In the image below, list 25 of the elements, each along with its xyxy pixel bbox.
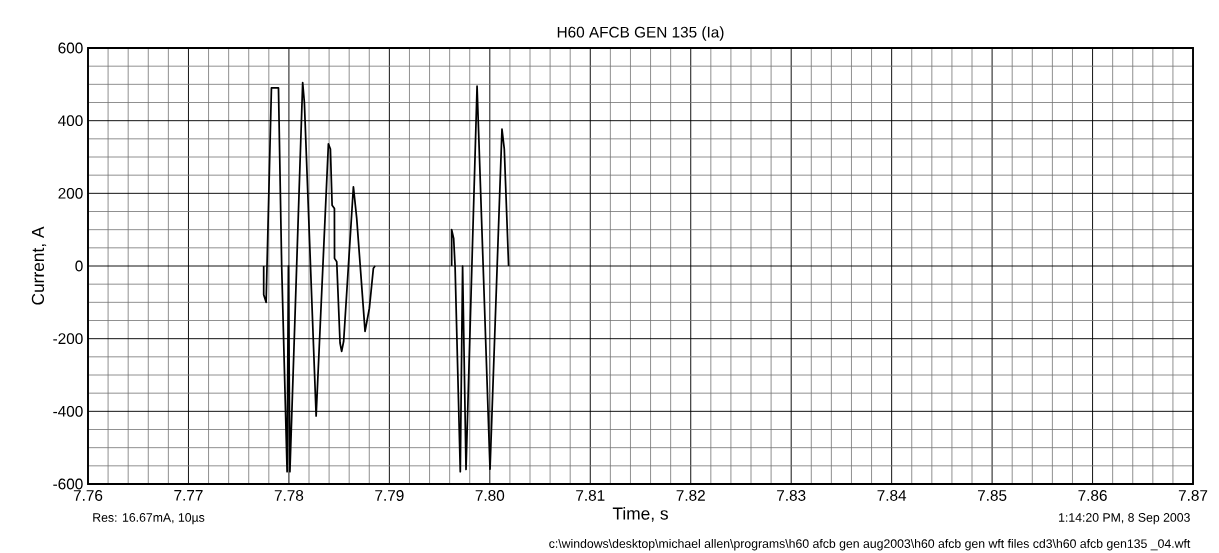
x-tick-label: 7.80: [475, 490, 505, 501]
x-tick-label: 7.78: [274, 490, 304, 501]
x-tick-label: 7.79: [375, 490, 404, 501]
y-tick-label: 600: [58, 42, 83, 54]
x-axis-title: Time, s: [612, 506, 668, 522]
y-tick-label: 0: [75, 260, 83, 272]
x-tick-label: 7.87: [1178, 490, 1208, 501]
y-tick-label: 200: [58, 187, 83, 199]
text: c:\windows\desktop\michael allen\programs\h60 afcb gen aug2003\h60 afcb gen wft files cd3\h60 afcb gen135 _04.wft: [549, 538, 1191, 551]
y-tick-label: -400: [53, 405, 83, 417]
x-tick-label: 7.76: [73, 490, 103, 501]
y-axis-title: Current, A: [31, 226, 47, 305]
x-tick-label: 7.85: [977, 490, 1007, 501]
x-tick-label: 7.83: [777, 490, 806, 501]
text: Res: 16.67mA, 10µs: [93, 513, 205, 525]
chart-title: H60 AFCB GEN 135 (Ia): [557, 26, 724, 41]
y-tick-label: -200: [53, 333, 83, 345]
text: 1:14:20 PM, 8 Sep 2003: [1059, 513, 1190, 525]
x-tick-label: 7.82: [676, 490, 705, 501]
x-tick-label: 7.81: [576, 490, 605, 501]
y-tick-label: 400: [58, 115, 83, 127]
y-tick-label: -600: [53, 478, 83, 490]
x-tick-label: 7.84: [877, 490, 907, 501]
x-tick-label: 7.77: [174, 490, 203, 501]
x-tick-label: 7.86: [1078, 490, 1107, 501]
